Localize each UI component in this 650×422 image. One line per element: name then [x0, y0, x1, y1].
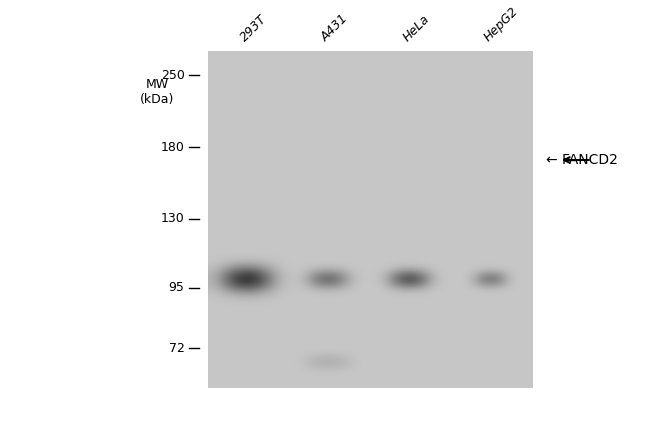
Text: HepG2: HepG2	[482, 5, 521, 44]
Text: 250: 250	[161, 69, 185, 82]
Text: 72: 72	[169, 342, 185, 355]
Text: A431: A431	[319, 12, 351, 44]
Text: 180: 180	[161, 141, 185, 154]
Text: ← FANCD2: ← FANCD2	[546, 153, 618, 167]
Text: 130: 130	[161, 212, 185, 225]
Text: 95: 95	[169, 281, 185, 294]
Text: 293T: 293T	[238, 12, 269, 44]
Text: MW
(kDa): MW (kDa)	[140, 78, 174, 106]
Text: HeLa: HeLa	[400, 12, 432, 44]
